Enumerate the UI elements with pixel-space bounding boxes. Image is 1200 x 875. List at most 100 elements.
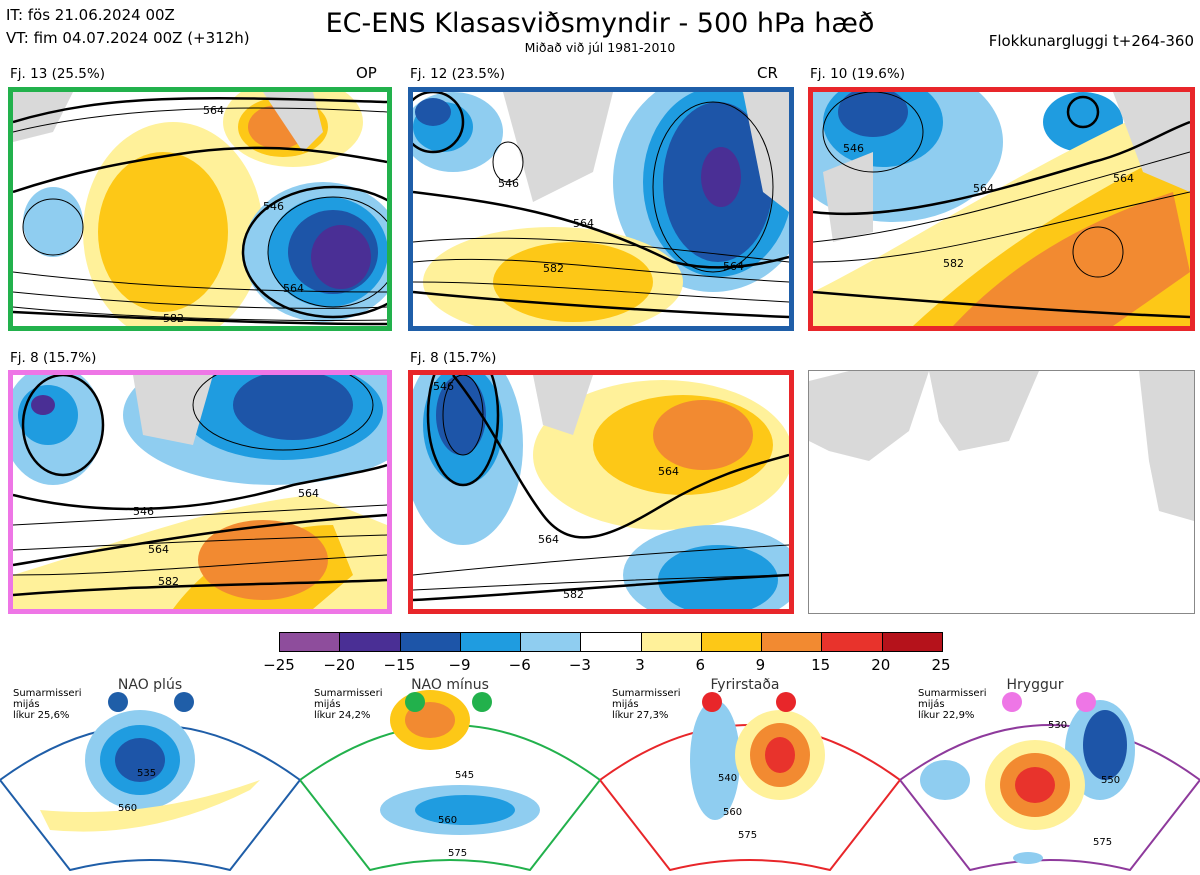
colorbar-segment xyxy=(520,633,581,651)
colorbar-segment xyxy=(459,633,521,651)
regime-4-contour-label-b: 550 xyxy=(1101,775,1121,786)
regime-4-word: mijás xyxy=(918,699,945,710)
colorbar-segment xyxy=(881,633,942,651)
regime-1-dot-left xyxy=(108,692,128,712)
regime-1-prob: líkur 25,6% xyxy=(13,710,70,721)
regime-4-name: Hryggur xyxy=(1006,677,1064,693)
cluster-panel-3: 546 564 582 564 xyxy=(808,87,1195,331)
regime-2-word: mijás xyxy=(314,699,341,710)
panel-2-label: Fj. 12 (23.5%) xyxy=(410,66,505,82)
regime-3-dot-left xyxy=(702,692,722,712)
regime-4-dot-left xyxy=(1002,692,1022,712)
colorbar-segment xyxy=(700,633,762,651)
regime-3-contour-label-b: 560 xyxy=(723,807,743,818)
regime-2-name: NAO mínus xyxy=(411,677,489,693)
cluster-panel-2: 564 582 546 564 xyxy=(408,87,794,331)
contour-label: 582 xyxy=(943,257,964,270)
contour-label: 564 xyxy=(573,217,594,230)
contour-label: 564 xyxy=(283,282,304,295)
colorbar-tick-label: 15 xyxy=(811,656,831,674)
contour-label: 564 xyxy=(538,533,559,546)
colorbar-tick-label: −20 xyxy=(323,656,355,674)
regime-3-dot-right xyxy=(776,692,796,712)
regime-3-prob: líkur 27,3% xyxy=(612,710,669,721)
colorbar-tick-label: −6 xyxy=(508,656,531,674)
regime-3-contour-label-a: 540 xyxy=(718,773,738,784)
contour-label: 582 xyxy=(543,262,564,275)
colorbar-segment xyxy=(640,633,701,651)
panel-3-label: Fj. 10 (19.6%) xyxy=(810,66,905,82)
regime-3-season: Sumarmisseri xyxy=(612,688,681,699)
regime-1-name: NAO plús xyxy=(117,677,183,693)
contour-label: 582 xyxy=(563,588,584,601)
colorbar-tick-label: 9 xyxy=(755,656,766,674)
colorbar xyxy=(279,632,943,652)
cluster-panel-1: 564 546 564 582 xyxy=(8,87,392,331)
contour-label: 546 xyxy=(263,200,284,213)
contour-label: 546 xyxy=(433,380,454,393)
contour-label: 564 xyxy=(973,182,994,195)
panel-4-label: Fj. 8 (15.7%) xyxy=(10,350,97,366)
regime-panel-ridge xyxy=(898,680,1200,872)
colorbar-segment xyxy=(580,633,641,651)
colorbar-tick-label: 25 xyxy=(931,656,951,674)
contour-label: 564 xyxy=(203,104,224,117)
regime-panel-nao-minus xyxy=(298,680,602,872)
initial-time: IT: fös 21.06.2024 00Z xyxy=(6,6,175,24)
regime-4-dot-right xyxy=(1076,692,1096,712)
cluster-panel-4: 546 564 582 564 xyxy=(8,370,392,614)
colorbar-segment xyxy=(399,633,460,651)
regime-1-season: Sumarmisseri xyxy=(13,688,82,699)
contour-label: 564 xyxy=(1113,172,1134,185)
regime-2-prob: líkur 24,2% xyxy=(314,710,371,721)
colorbar-segment xyxy=(280,633,340,651)
regime-4-contour-label-a: 530 xyxy=(1048,720,1068,731)
colorbar-segment xyxy=(821,633,882,651)
regime-4-season: Sumarmisseri xyxy=(918,688,987,699)
contour-label: 564 xyxy=(723,260,744,273)
regime-4-contour-label-c: 575 xyxy=(1093,837,1113,848)
regime-2-dot-right xyxy=(472,692,492,712)
contour-label: 582 xyxy=(158,575,179,588)
regime-3-contour-label-c: 575 xyxy=(738,830,758,841)
colorbar-tick-label: 6 xyxy=(695,656,706,674)
regime-panel-blocking xyxy=(598,680,902,872)
regime-1-dot-right xyxy=(174,692,194,712)
colorbar-tick-label: −25 xyxy=(263,656,295,674)
regime-3-word: mijás xyxy=(612,699,639,710)
contour-label: 546 xyxy=(133,505,154,518)
panel-1-label: Fj. 13 (25.5%) xyxy=(10,66,105,82)
regime-2-contour-label-c: 575 xyxy=(448,848,468,859)
colorbar-segment xyxy=(761,633,822,651)
colorbar-segment xyxy=(339,633,400,651)
regime-3-name: Fyrirstaða xyxy=(710,677,780,693)
page-title: EC-ENS Klasasviðsmyndir - 500 hPa hæð xyxy=(325,8,875,39)
colorbar-tick-label: −15 xyxy=(383,656,416,674)
regime-2-contour-label-a: 545 xyxy=(455,770,475,781)
regime-1-contour-label-b: 560 xyxy=(118,803,138,814)
valid-time: VT: fim 04.07.2024 00Z (+312h) xyxy=(6,29,250,47)
panel-2-tag: CR xyxy=(757,64,778,82)
colorbar-tick-label: −3 xyxy=(568,656,591,674)
contour-label: 546 xyxy=(498,177,519,190)
regime-1-contour-label-a: 535 xyxy=(137,768,157,779)
regime-2-season: Sumarmisseri xyxy=(314,688,383,699)
contour-label: 564 xyxy=(658,465,679,478)
panel-5-label: Fj. 8 (15.7%) xyxy=(410,350,497,366)
panel-1-tag: OP xyxy=(356,64,377,82)
colorbar-tick-label: −9 xyxy=(448,656,471,674)
contour-label: 546 xyxy=(843,142,864,155)
page-subtitle: Miðað við júl 1981-2010 xyxy=(524,40,676,55)
contour-label: 564 xyxy=(298,487,319,500)
cluster-panel-5: 564 582 546 564 xyxy=(408,370,794,614)
colorbar-tick-label: 3 xyxy=(635,656,645,674)
contour-label: 582 xyxy=(163,312,184,325)
regime-4-prob: líkur 22,9% xyxy=(918,710,975,721)
colorbar-tick-label: 20 xyxy=(871,656,891,674)
regime-1-word: mijás xyxy=(13,699,40,710)
base-map-panel xyxy=(808,370,1195,614)
regime-panel-nao-plus xyxy=(0,680,302,872)
regime-2-contour-label-b: 560 xyxy=(438,815,458,826)
contour-label: 564 xyxy=(148,543,169,556)
classification-window: Flokkunargluggi t+264-360 xyxy=(988,32,1194,50)
